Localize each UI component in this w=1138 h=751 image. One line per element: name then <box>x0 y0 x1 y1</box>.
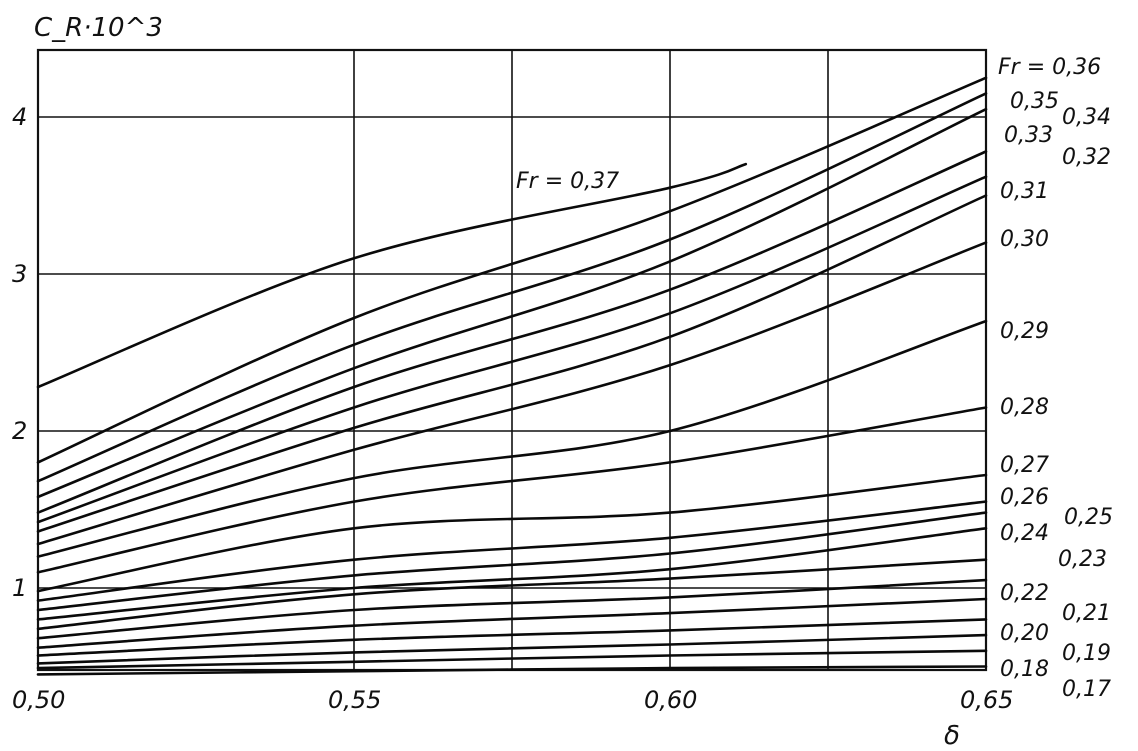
curve-fr-034 <box>36 107 988 499</box>
y-axis-title: C_R·10^3 <box>34 13 163 43</box>
curve-label: 0,27 <box>1000 453 1049 478</box>
curve-fr-035 <box>36 92 988 483</box>
grid-layer <box>36 48 988 672</box>
curve-fr-029 <box>36 319 988 558</box>
curve-label: 0,31 <box>1000 179 1049 204</box>
tick-layer: 0,50 0,55 0,60 0,65 1 2 3 4 <box>12 103 1013 714</box>
y-tick-label: 3 <box>12 260 27 288</box>
curve-label: 0,21 <box>1062 601 1111 626</box>
curve-fr-027 <box>36 473 988 593</box>
curve-label: 0,25 <box>1064 505 1113 530</box>
curve-fr-023 <box>36 558 988 631</box>
curve-fr-033 <box>36 150 988 514</box>
y-tick-label: 4 <box>12 103 27 131</box>
curve-fr-037 <box>36 162 748 389</box>
curve-fr-025 <box>36 511 988 612</box>
y-tick-label: 1 <box>12 574 27 602</box>
curve-label: Fr = 0,36 <box>998 55 1101 80</box>
curve-label: 0,28 <box>1000 395 1049 420</box>
curve-fr-018 <box>36 649 988 670</box>
curve-fr-022 <box>36 578 988 640</box>
curve-label: 0,19 <box>1062 641 1111 666</box>
label-layer: Fr = 0,37 Fr = 0,36 0,350,34 0,33 0,32 0,31 0,… <box>516 55 1113 702</box>
curve-label: 0,18 <box>1000 657 1049 682</box>
curve-label: 0,32 <box>1062 145 1111 170</box>
curve-label: 0,30 <box>1000 227 1049 252</box>
y-tick-label: 2 <box>12 417 27 445</box>
curve-fr-030 <box>36 241 988 546</box>
curve-label: 0,34 <box>1062 105 1111 130</box>
x-tick-label: 0,60 <box>644 686 697 714</box>
curve-label: 0,23 <box>1058 547 1107 572</box>
curve-fr-036 <box>36 76 988 464</box>
curve-fr-021 <box>36 597 988 649</box>
x-axis-title: δ <box>944 721 960 751</box>
curve-fr-020 <box>36 618 988 657</box>
curve-fr-026 <box>36 500 988 602</box>
curve-fr-028 <box>36 406 988 574</box>
curve-fr-031 <box>36 194 988 533</box>
curve-fr-017 <box>36 665 988 676</box>
curve-label: 0,29 <box>1000 319 1049 344</box>
curve-label: 0,35 <box>1010 89 1059 114</box>
curve-label: Fr = 0,37 <box>516 169 619 194</box>
x-tick-label: 0,55 <box>328 686 381 714</box>
curve-fr-024 <box>36 527 988 621</box>
curve-fr-019 <box>36 633 988 665</box>
curve-label: 0,24 <box>1000 521 1049 546</box>
curve-label: 0,22 <box>1000 581 1049 606</box>
x-tick-label: 0,65 <box>960 686 1013 714</box>
curve-label: 0,26 <box>1000 485 1049 510</box>
curve-fr-032 <box>36 175 988 524</box>
x-tick-label: 0,50 <box>12 686 65 714</box>
curve-layer <box>36 76 988 676</box>
curve-label: 0,20 <box>1000 621 1049 646</box>
curve-label: 0,33 <box>1004 123 1053 148</box>
curve-label: 0,17 <box>1062 677 1111 702</box>
